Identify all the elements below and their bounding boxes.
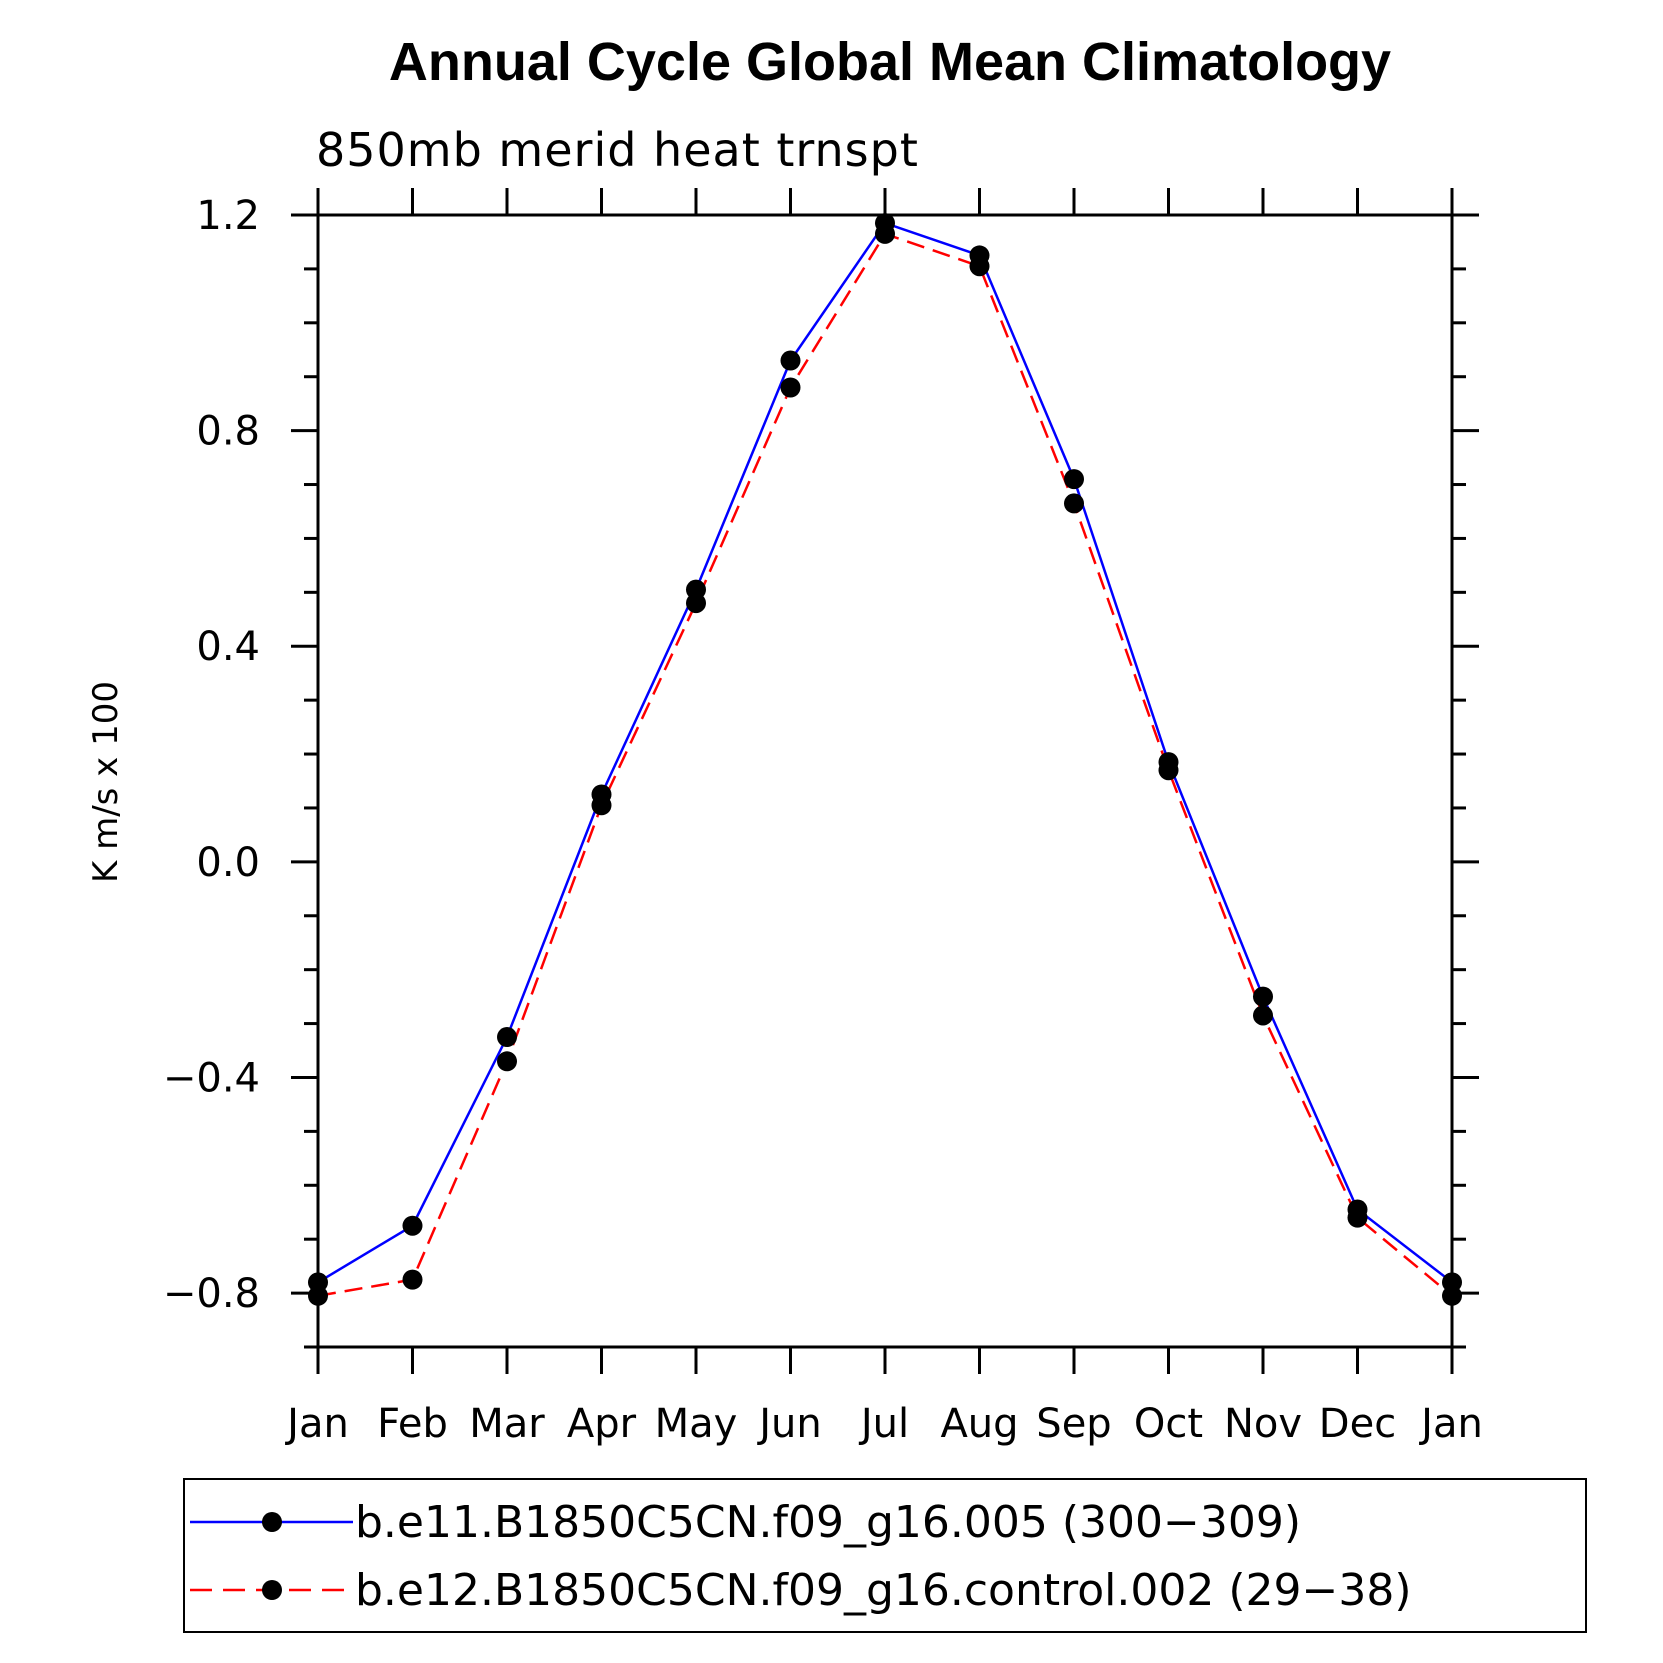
data-point (1253, 1005, 1273, 1026)
x-tick-label: Jul (858, 1401, 909, 1447)
x-tick-label: Oct (1134, 1401, 1203, 1447)
data-point (1253, 986, 1273, 1007)
legend-marker (262, 1512, 282, 1532)
data-point (402, 1215, 423, 1236)
series-2-markers (308, 223, 1462, 1306)
data-point (1064, 469, 1084, 490)
series-2 (317, 232, 1453, 1298)
legend-box (183, 1478, 1587, 1633)
y-tick-label: 0.8 (196, 409, 260, 455)
data-point (1442, 1285, 1462, 1306)
chart-title: Annual Cycle Global Mean Climatology (389, 32, 1391, 92)
x-tick-label: Feb (377, 1401, 448, 1447)
series-1 (317, 221, 1453, 1284)
data-point (497, 1051, 517, 1072)
data-point (1347, 1207, 1368, 1228)
x-tick-labels: Jan Feb Mar Apr May Jun Jul Aug Sep Oct Nov Dec Jan (284, 1401, 1483, 1447)
data-point (497, 1027, 517, 1048)
data-point (969, 256, 990, 277)
data-point (591, 795, 612, 816)
x-tick-label: Aug (940, 1401, 1018, 1447)
y-tick-label: 1.2 (196, 193, 260, 239)
data-point (1158, 760, 1179, 781)
data-point (308, 1285, 328, 1306)
legend-label: b.e11.B1850C5CN.f09_g16.005 (300−309) (355, 1497, 1301, 1548)
series-layer (308, 213, 1462, 1306)
data-point (686, 593, 706, 614)
y-tick-label: 0.0 (196, 840, 260, 886)
y-tick-label: 0.4 (196, 624, 260, 670)
x-tick-label: Sep (1036, 1401, 1111, 1447)
x-tick-label: Jan (284, 1401, 349, 1447)
data-point (780, 350, 801, 371)
chart-subtitle: 850mb merid heat trnspt (316, 123, 919, 177)
data-point (402, 1269, 423, 1290)
data-point (875, 223, 895, 244)
x-tick-label: May (655, 1401, 738, 1447)
axis-ticks (291, 188, 1479, 1374)
x-tick-label: Nov (1224, 1401, 1302, 1447)
data-point (1064, 493, 1084, 514)
legend: b.e11.B1850C5CN.f09_g16.005 (300−309) b.e… (190, 1497, 1412, 1616)
x-tick-label: Jun (756, 1401, 822, 1447)
plot-frame (316, 213, 1454, 1349)
legend-label: b.e12.B1850C5CN.f09_g16.control.002 (29−… (355, 1565, 1412, 1616)
x-tick-label: Jan (1418, 1401, 1483, 1447)
y-tick-label: −0.8 (163, 1271, 260, 1317)
y-tick-labels: 1.2 0.8 0.4 0.0 −0.4 −0.8 (163, 193, 260, 1317)
x-tick-label: Apr (567, 1401, 637, 1447)
series-line (317, 232, 1453, 1298)
y-axis-label: K m/s x 100 (86, 681, 126, 883)
data-point (780, 377, 801, 398)
legend-marker (262, 1580, 282, 1600)
y-tick-label: −0.4 (163, 1055, 260, 1101)
series-1-markers (308, 213, 1462, 1293)
x-tick-label: Dec (1319, 1401, 1396, 1447)
x-tick-label: Mar (469, 1401, 545, 1447)
series-line (317, 221, 1453, 1284)
